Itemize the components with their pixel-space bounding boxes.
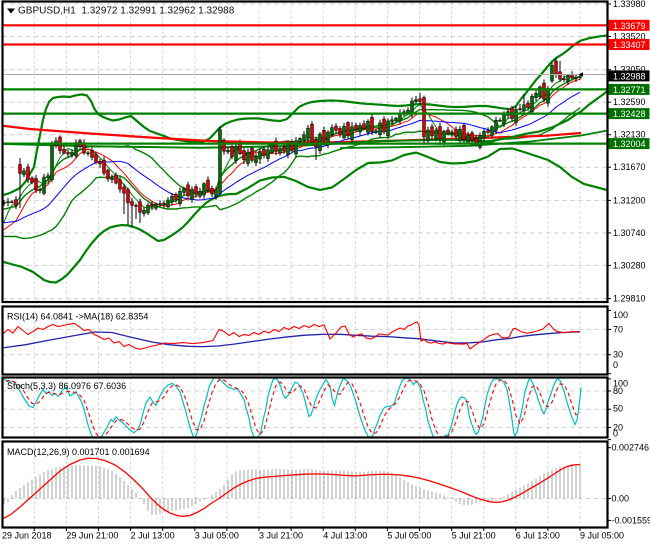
svg-text:RSI(14) 64.0841 ->MA(18) 62.8: RSI(14) 64.0841 ->MA(18) 62.8354 (7, 312, 148, 322)
svg-text:100: 100 (613, 310, 628, 320)
svg-text:4 Jul 13:00: 4 Jul 13:00 (323, 531, 367, 541)
svg-text:50: 50 (613, 404, 623, 414)
svg-text:29 Jun 21:00: 29 Jun 21:00 (66, 531, 118, 541)
svg-text:GBPUSD,H1 1.32972 1.32991 1.3: GBPUSD,H1 1.32972 1.32991 1.32962 1.3298… (18, 6, 235, 17)
svg-text:6 Jul 13:00: 6 Jul 13:00 (516, 531, 560, 541)
svg-text:1.32771: 1.32771 (613, 85, 646, 95)
svg-text:2 Jul 13:00: 2 Jul 13:00 (131, 531, 175, 541)
svg-text:1.32428: 1.32428 (613, 109, 646, 119)
svg-text:0.002746: 0.002746 (612, 443, 650, 453)
svg-text:80: 80 (613, 386, 623, 396)
svg-text:1.32004: 1.32004 (613, 139, 646, 149)
svg-text:Stoch(5,3,3) 86.0976 67.6036: Stoch(5,3,3) 86.0976 67.6036 (7, 381, 126, 391)
svg-text:1.31670: 1.31670 (613, 162, 646, 172)
svg-text:1.33679: 1.33679 (613, 21, 646, 31)
svg-text:MACD(12,26,9) 0.001701 0.00169: MACD(12,26,9) 0.001701 0.001694 (7, 447, 150, 457)
svg-text:1.32590: 1.32590 (613, 97, 646, 107)
svg-text:3 Jul 05:00: 3 Jul 05:00 (195, 531, 239, 541)
svg-text:29 Jun 2018: 29 Jun 2018 (2, 531, 52, 541)
svg-text:9 Jul 05:00: 9 Jul 05:00 (580, 531, 624, 541)
svg-text:0: 0 (613, 429, 618, 439)
svg-text:1.30740: 1.30740 (613, 228, 646, 238)
svg-text:1.30280: 1.30280 (613, 260, 646, 270)
svg-text:3 Jul 21:00: 3 Jul 21:00 (259, 531, 303, 541)
svg-text:0.00: 0.00 (612, 494, 630, 504)
svg-text:-0.001559: -0.001559 (612, 515, 650, 525)
svg-text:0: 0 (613, 360, 618, 370)
svg-text:5 Jul 05:00: 5 Jul 05:00 (387, 531, 431, 541)
svg-text:1.29810: 1.29810 (613, 294, 646, 304)
svg-text:70: 70 (613, 324, 623, 334)
svg-text:1.33980: 1.33980 (613, 0, 646, 9)
svg-text:1.32988: 1.32988 (613, 71, 646, 81)
svg-text:5 Jul 21:00: 5 Jul 21:00 (452, 531, 496, 541)
svg-text:30: 30 (613, 350, 623, 360)
svg-text:1.33407: 1.33407 (613, 40, 646, 50)
svg-text:1.31200: 1.31200 (613, 195, 646, 205)
